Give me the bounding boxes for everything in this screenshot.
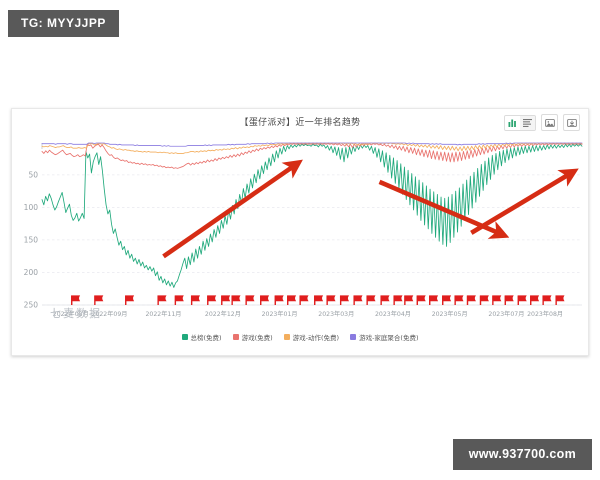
- x-tick-label: 2023年04月: [375, 310, 411, 318]
- event-flag-marker[interactable]: [393, 295, 403, 305]
- event-flag-marker[interactable]: [442, 295, 452, 305]
- event-flag-marker[interactable]: [479, 295, 489, 305]
- x-tick-label: 2023年08月: [527, 310, 563, 318]
- y-axis-labels: 50 100 150 200 250: [24, 171, 39, 310]
- event-flag-marker[interactable]: [416, 295, 426, 305]
- event-flag-marker[interactable]: [245, 295, 255, 305]
- event-flag-marker[interactable]: [71, 295, 81, 305]
- event-flag-marker[interactable]: [191, 295, 201, 305]
- legend-item[interactable]: 游戏(免费): [232, 332, 273, 342]
- tg-watermark-badge: TG: MYYJJPP: [8, 10, 119, 37]
- upward-trend-arrow-right: [470, 168, 579, 235]
- image-export-icon[interactable]: [541, 114, 558, 131]
- event-flag-marker[interactable]: [492, 295, 502, 305]
- chart-card-header: 【蛋仔派对】近一年排名趋势: [12, 109, 588, 135]
- qimai-watermark: 七麦数据: [50, 307, 102, 320]
- legend-label: 总榜(免费): [190, 334, 222, 342]
- x-tick-label: 2023年07月: [488, 310, 524, 318]
- y-tick-label: 50: [28, 171, 38, 180]
- event-flags: [71, 295, 565, 305]
- x-tick-label: 2022年08月: [53, 310, 89, 318]
- upward-trend-arrow-left: [162, 159, 303, 259]
- x-tick-label: 2022年12月: [205, 310, 241, 318]
- site-url-badge: www.937700.com: [452, 438, 592, 470]
- chart-plot-area: 50 100 150 200 250 2022年08月 2022年09月 2022年11月 2…: [12, 135, 590, 331]
- x-tick-label: 2022年09月: [92, 310, 128, 318]
- event-flag-marker[interactable]: [299, 295, 309, 305]
- event-flag-marker[interactable]: [504, 295, 514, 305]
- x-tick-label: 2023年01月: [262, 310, 298, 318]
- event-flag-marker[interactable]: [326, 295, 336, 305]
- chart-title: 【蛋仔派对】近一年排名趋势: [239, 118, 361, 128]
- y-tick-label: 100: [24, 203, 39, 212]
- legend-color-swatch: [350, 334, 357, 340]
- event-flag-marker[interactable]: [404, 295, 414, 305]
- legend-item[interactable]: 游戏-家庭聚合(免费): [350, 332, 419, 342]
- x-tick-label: 2023年05月: [432, 310, 468, 318]
- download-icon[interactable]: [563, 114, 580, 131]
- series-line: [41, 143, 583, 288]
- event-flag-marker[interactable]: [542, 295, 552, 305]
- bar-chart-view-icon[interactable]: [505, 115, 520, 130]
- event-flag-marker[interactable]: [340, 295, 350, 305]
- legend-color-swatch: [232, 334, 239, 340]
- chart-toolbar: [504, 114, 580, 131]
- event-flag-marker[interactable]: [314, 295, 324, 305]
- event-flag-marker[interactable]: [287, 295, 297, 305]
- event-flag-marker[interactable]: [454, 295, 464, 305]
- event-flag-marker[interactable]: [466, 295, 476, 305]
- event-flag-marker[interactable]: [174, 295, 184, 305]
- list-view-icon[interactable]: [520, 115, 535, 130]
- event-flag-marker[interactable]: [530, 295, 540, 305]
- y-tick-label: 250: [24, 301, 39, 310]
- event-flag-marker[interactable]: [380, 295, 390, 305]
- legend-item[interactable]: 游戏-动作(免费): [283, 332, 340, 342]
- event-flag-marker[interactable]: [353, 295, 363, 305]
- legend-color-swatch: [181, 334, 188, 340]
- legend-label: 游戏-家庭聚合(免费): [359, 334, 419, 342]
- event-flag-marker[interactable]: [555, 295, 565, 305]
- view-toggle-group[interactable]: [504, 114, 536, 131]
- tg-watermark-text: TG: MYYJJPP: [21, 16, 106, 30]
- y-tick-label: 200: [24, 268, 39, 277]
- event-flag-marker[interactable]: [221, 295, 231, 305]
- event-flag-marker[interactable]: [274, 295, 284, 305]
- y-tick-label: 150: [24, 236, 39, 245]
- rank-trend-chart-card: 【蛋仔派对】近一年排名趋势: [11, 108, 589, 356]
- grid-lines: [41, 143, 582, 306]
- legend-label: 游戏-动作(免费): [292, 334, 340, 342]
- event-flag-marker[interactable]: [94, 295, 104, 305]
- event-flag-marker[interactable]: [157, 295, 167, 305]
- legend-color-swatch: [283, 334, 290, 340]
- site-url-text: www.937700.com: [468, 446, 576, 461]
- legend-label: 游戏(免费): [241, 334, 273, 342]
- trend-arrows: [162, 159, 579, 259]
- event-flag-marker[interactable]: [231, 295, 241, 305]
- x-tick-label: 2023年03月: [318, 310, 354, 318]
- downward-trend-arrow-middle: [378, 179, 510, 239]
- series-lines: [41, 142, 583, 288]
- series-line: [41, 143, 583, 169]
- legend-item[interactable]: 总榜(免费): [181, 332, 222, 342]
- series-line: [41, 142, 583, 147]
- event-flag-marker[interactable]: [260, 295, 270, 305]
- event-flag-marker[interactable]: [366, 295, 376, 305]
- event-flag-marker[interactable]: [429, 295, 439, 305]
- event-flag-marker[interactable]: [125, 295, 135, 305]
- event-flag-marker[interactable]: [207, 295, 217, 305]
- event-flag-marker[interactable]: [517, 295, 527, 305]
- chart-legend: 总榜(免费) 游戏(免费) 游戏-动作(免费) 游戏-家庭聚合(免费): [12, 332, 588, 342]
- x-tick-label: 2022年11月: [146, 310, 182, 318]
- x-axis-labels: 2022年08月 2022年09月 2022年11月 2022年12月 2023年01月…: [53, 310, 563, 318]
